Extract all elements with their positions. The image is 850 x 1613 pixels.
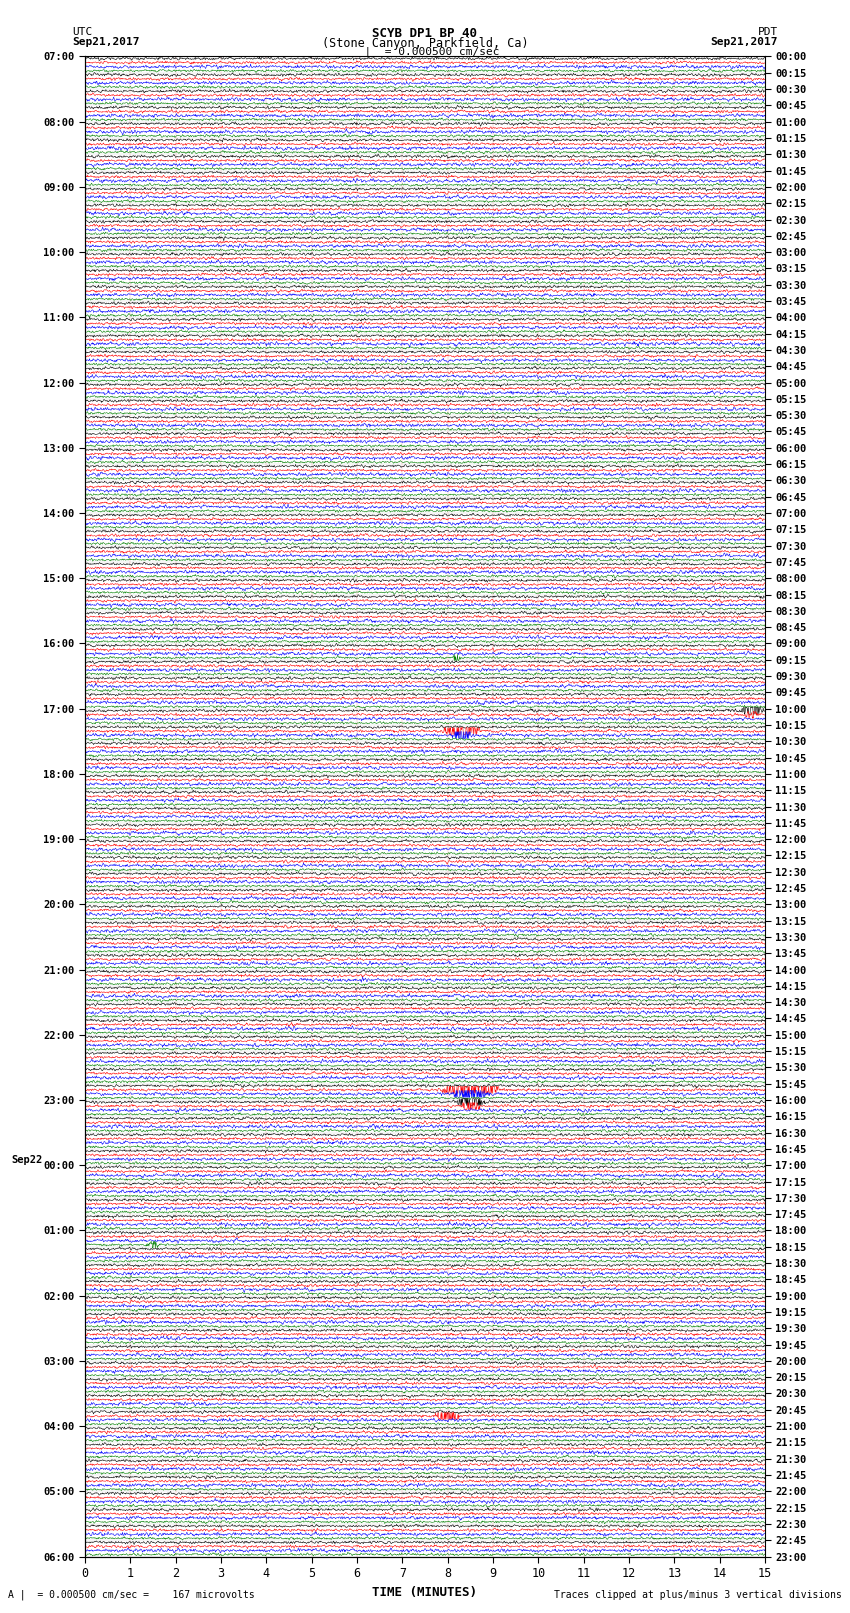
Text: Traces clipped at plus/minus 3 vertical divisions: Traces clipped at plus/minus 3 vertical … — [553, 1590, 842, 1600]
Text: Sep21,2017: Sep21,2017 — [711, 37, 778, 47]
Text: Sep21,2017: Sep21,2017 — [72, 37, 139, 47]
Text: |  = 0.000500 cm/sec: | = 0.000500 cm/sec — [351, 47, 499, 58]
Text: PDT: PDT — [757, 27, 778, 37]
Text: SCYB DP1 BP 40: SCYB DP1 BP 40 — [372, 27, 478, 40]
Text: Sep22: Sep22 — [12, 1155, 43, 1165]
Text: (Stone Canyon, Parkfield, Ca): (Stone Canyon, Parkfield, Ca) — [321, 37, 529, 50]
Text: A |  = 0.000500 cm/sec =    167 microvolts: A | = 0.000500 cm/sec = 167 microvolts — [8, 1589, 255, 1600]
Text: UTC: UTC — [72, 27, 93, 37]
X-axis label: TIME (MINUTES): TIME (MINUTES) — [372, 1586, 478, 1598]
